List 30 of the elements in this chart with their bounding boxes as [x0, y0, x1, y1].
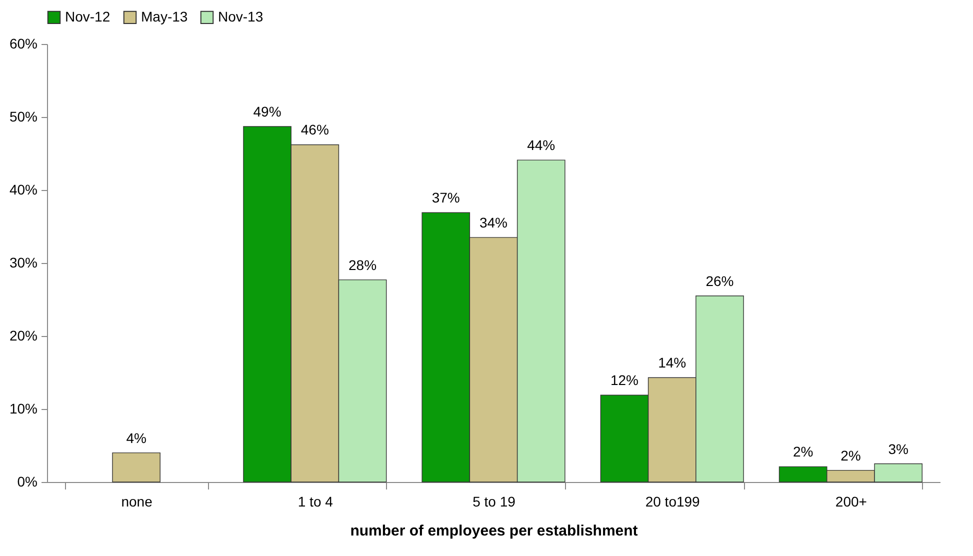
data-label: 26% — [706, 272, 734, 289]
data-label: 4% — [126, 430, 146, 446]
x-tick-label: none — [121, 494, 153, 510]
data-label: 46% — [300, 122, 329, 138]
x-axis-title: number of employees per establishment — [350, 522, 638, 540]
legend-label: May-13 — [141, 8, 188, 24]
data-label: 14% — [658, 354, 686, 371]
data-label: 37% — [432, 190, 460, 206]
data-label: 2% — [792, 444, 814, 460]
y-tick-label: 20% — [9, 328, 38, 344]
x-tick-label: 1 to 4 — [298, 494, 334, 510]
data-label: 2% — [840, 447, 861, 464]
data-label: 34% — [479, 214, 508, 230]
data-label: 12% — [610, 372, 638, 388]
x-tick-label: 200+ — [835, 494, 867, 510]
x-tick-label: 20 to199 — [645, 494, 700, 510]
data-label: 49% — [253, 103, 282, 120]
data-label: 3% — [888, 440, 908, 457]
y-tick-label: 10% — [9, 400, 38, 416]
data-label: 28% — [348, 256, 377, 273]
legend-label: Nov-13 — [218, 8, 264, 24]
y-tick-label: 40% — [9, 182, 38, 198]
y-tick-label: 60% — [9, 36, 38, 52]
y-tick-label: 0% — [17, 474, 38, 490]
y-tick-label: 30% — [9, 254, 38, 270]
data-label: 44% — [527, 137, 556, 154]
y-tick-label: 50% — [9, 108, 38, 124]
x-tick-label: 5 to 19 — [472, 494, 516, 510]
legend-label: Nov-12 — [65, 8, 110, 24]
bar — [112, 452, 160, 482]
